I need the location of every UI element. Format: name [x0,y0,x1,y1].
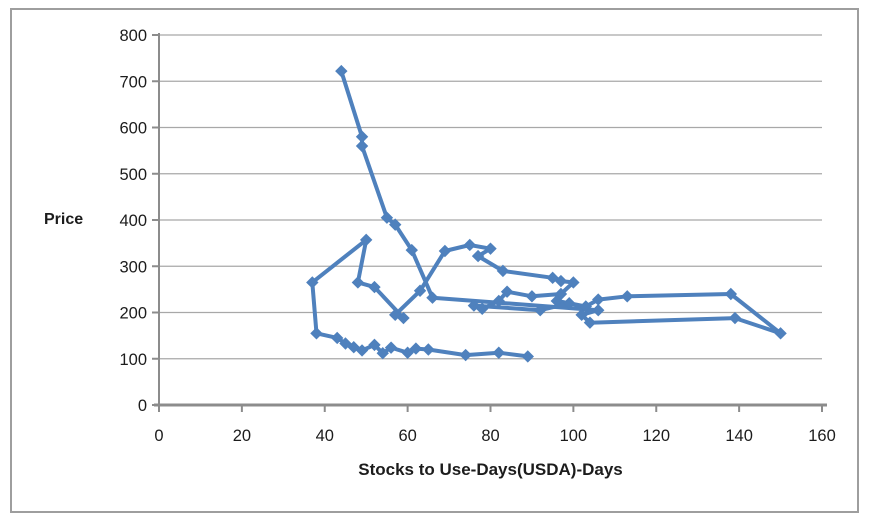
y-tick-label: 200 [119,305,147,323]
data-point-marker [525,290,539,303]
data-point-marker [774,327,787,340]
data-point-marker [492,346,505,359]
data-point-marker [355,130,369,143]
y-tick-label: 500 [119,166,147,184]
y-tick-label: 300 [119,258,147,276]
y-axis-title: Price [44,211,84,228]
data-point-marker [567,276,580,289]
data-point-marker [467,299,481,312]
data-point-marker [335,64,348,78]
data-point-marker [368,280,381,294]
data-point-marker [339,337,352,350]
y-tick-label: 400 [119,212,147,230]
data-point-marker [563,297,576,310]
y-tick-label: 600 [119,120,147,138]
y-tick-label: 700 [119,73,147,91]
x-tick-label: 20 [233,427,251,445]
data-point-marker [310,327,323,340]
data-point-marker [426,291,439,304]
data-point-marker [500,285,514,298]
data-point-marker [388,218,402,231]
data-point-marker [459,348,472,362]
x-tick-label: 60 [398,427,416,445]
data-point-marker [621,290,634,303]
data-point-marker [438,244,452,258]
data-point-marker [492,294,505,308]
y-tick-label: 0 [138,397,147,415]
data-point-marker [463,238,476,252]
data-point-marker [534,303,547,317]
data-point-marker [355,139,369,153]
data-point-marker [359,233,373,247]
x-tick-label: 100 [560,427,588,445]
data-point-marker [484,242,497,255]
data-point-marker [384,341,398,354]
data-point-marker [583,316,597,329]
data-point-marker [521,350,535,363]
data-point-marker [351,276,365,289]
x-tick-label: 120 [642,427,670,445]
x-tick-label: 0 [154,427,163,445]
data-point-marker [368,338,381,352]
x-axis-title: Stocks to Use-Days(USDA)-Days [358,460,623,479]
data-point-marker [380,211,394,224]
x-tick-label: 40 [316,427,334,445]
data-point-marker [330,331,344,345]
data-point-marker [388,308,402,322]
data-point-marker [728,311,742,325]
data-point-marker [496,264,510,278]
data-point-marker [575,308,588,322]
data-point-marker [347,340,360,354]
x-tick-label: 140 [725,427,753,445]
data-point-marker [306,276,319,289]
x-tick-label: 160 [808,427,836,445]
chart-outer-border [10,8,859,513]
data-point-marker [422,343,435,356]
data-point-marker [592,303,605,317]
data-point-marker [724,287,738,301]
data-point-marker [413,284,427,297]
y-tick-label: 800 [119,27,147,45]
x-tick-label: 80 [481,427,499,445]
data-point-marker [579,300,593,313]
data-point-marker [401,346,414,359]
data-point-marker [405,243,418,257]
data-point-marker [376,346,389,360]
series-line [310,69,783,359]
data-point-marker [546,271,559,285]
data-point-marker [554,274,568,288]
data-point-marker [550,294,564,308]
data-point-marker [471,249,485,263]
y-tick-label: 100 [119,351,147,369]
data-point-marker [409,342,423,355]
